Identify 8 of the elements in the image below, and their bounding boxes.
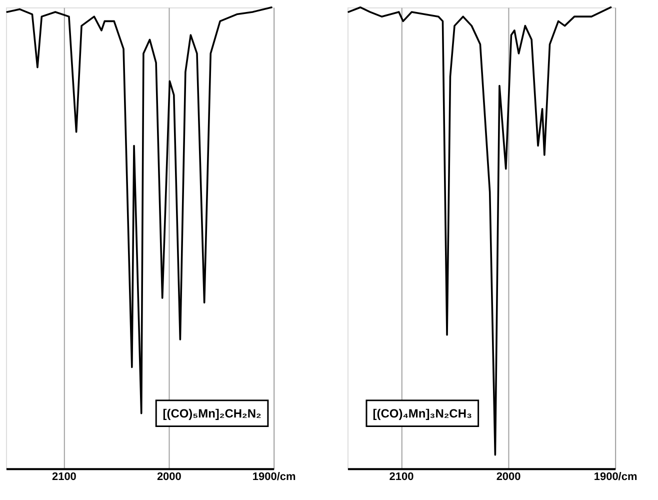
annotation: [(CO)₄Mn]₃N₂CH₃ xyxy=(372,406,472,420)
x-tick-label: 2100 xyxy=(389,471,414,484)
x-tick-label: 1900/cm xyxy=(594,471,638,484)
x-tick-label: 2000 xyxy=(156,471,182,484)
x-tick-label: 2000 xyxy=(496,471,521,484)
x-tick-label: 2100 xyxy=(52,471,76,484)
annotation: [(CO)₅Mn]₂CH₂N₂ xyxy=(162,406,262,420)
x-tick-label: 1900/cm xyxy=(252,471,296,484)
